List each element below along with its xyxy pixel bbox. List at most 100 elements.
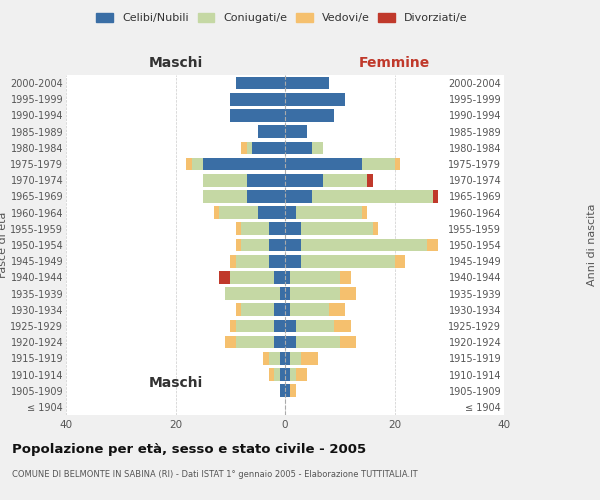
Bar [236, 304, 241, 316]
Bar [230, 109, 285, 122]
Bar [285, 238, 301, 252]
Bar [362, 206, 367, 219]
Text: Maschi: Maschi [148, 376, 203, 390]
Bar [269, 222, 285, 235]
Bar [296, 336, 340, 348]
Bar [395, 158, 400, 170]
Bar [290, 352, 301, 364]
Bar [257, 206, 285, 219]
Bar [285, 288, 290, 300]
Bar [285, 320, 296, 332]
Bar [203, 174, 247, 186]
Bar [280, 384, 285, 397]
Bar [296, 206, 362, 219]
Bar [269, 238, 285, 252]
Bar [427, 238, 438, 252]
Bar [301, 352, 318, 364]
Bar [285, 206, 296, 219]
Bar [274, 368, 280, 381]
Bar [296, 320, 334, 332]
Bar [247, 190, 285, 202]
Legend: Celibi/Nubili, Coniugati/e, Vedovi/e, Divorziati/e: Celibi/Nubili, Coniugati/e, Vedovi/e, Di… [92, 8, 472, 28]
Bar [274, 304, 285, 316]
Bar [241, 142, 247, 154]
Bar [203, 190, 247, 202]
Bar [247, 174, 285, 186]
Bar [269, 352, 280, 364]
Bar [340, 271, 350, 283]
Bar [230, 255, 236, 268]
Bar [296, 368, 307, 381]
Y-axis label: Fasce di età: Fasce di età [0, 212, 8, 278]
Bar [301, 255, 395, 268]
Bar [329, 304, 345, 316]
Bar [280, 352, 285, 364]
Bar [290, 384, 296, 397]
Bar [334, 320, 350, 332]
Bar [230, 271, 274, 283]
Bar [285, 174, 323, 186]
Bar [236, 255, 269, 268]
Bar [247, 142, 252, 154]
Text: Maschi: Maschi [148, 56, 203, 70]
Bar [285, 93, 345, 106]
Bar [236, 77, 285, 90]
Bar [274, 271, 285, 283]
Bar [285, 142, 313, 154]
Text: Popolazione per età, sesso e stato civile - 2005: Popolazione per età, sesso e stato civil… [12, 442, 366, 456]
Text: COMUNE DI BELMONTE IN SABINA (RI) - Dati ISTAT 1° gennaio 2005 - Elaborazione TU: COMUNE DI BELMONTE IN SABINA (RI) - Dati… [12, 470, 418, 479]
Bar [269, 255, 285, 268]
Bar [225, 288, 280, 300]
Bar [290, 288, 340, 300]
Bar [285, 255, 301, 268]
Bar [285, 109, 334, 122]
Bar [230, 93, 285, 106]
Bar [285, 271, 290, 283]
Bar [285, 158, 362, 170]
Bar [285, 384, 290, 397]
Bar [313, 142, 323, 154]
Bar [285, 368, 290, 381]
Bar [236, 336, 274, 348]
Bar [285, 336, 296, 348]
Bar [285, 77, 329, 90]
Bar [301, 222, 373, 235]
Bar [257, 126, 285, 138]
Bar [301, 238, 427, 252]
Bar [203, 158, 285, 170]
Bar [323, 174, 367, 186]
Bar [290, 271, 340, 283]
Bar [285, 222, 301, 235]
Bar [285, 126, 307, 138]
Bar [230, 320, 236, 332]
Bar [263, 352, 269, 364]
Bar [241, 222, 269, 235]
Bar [192, 158, 203, 170]
Bar [236, 320, 274, 332]
Bar [280, 368, 285, 381]
Bar [285, 304, 290, 316]
Bar [373, 222, 378, 235]
Bar [236, 222, 241, 235]
Bar [340, 336, 356, 348]
Bar [313, 190, 433, 202]
Bar [214, 206, 220, 219]
Bar [236, 238, 241, 252]
Bar [285, 190, 313, 202]
Bar [220, 206, 257, 219]
Bar [280, 288, 285, 300]
Bar [252, 142, 285, 154]
Bar [362, 158, 395, 170]
Bar [433, 190, 439, 202]
Bar [395, 255, 406, 268]
Bar [269, 368, 274, 381]
Text: Femmine: Femmine [359, 56, 430, 70]
Bar [367, 174, 373, 186]
Bar [285, 352, 290, 364]
Bar [187, 158, 192, 170]
Text: Anni di nascita: Anni di nascita [587, 204, 597, 286]
Bar [274, 336, 285, 348]
Bar [340, 288, 356, 300]
Bar [241, 304, 274, 316]
Bar [290, 368, 296, 381]
